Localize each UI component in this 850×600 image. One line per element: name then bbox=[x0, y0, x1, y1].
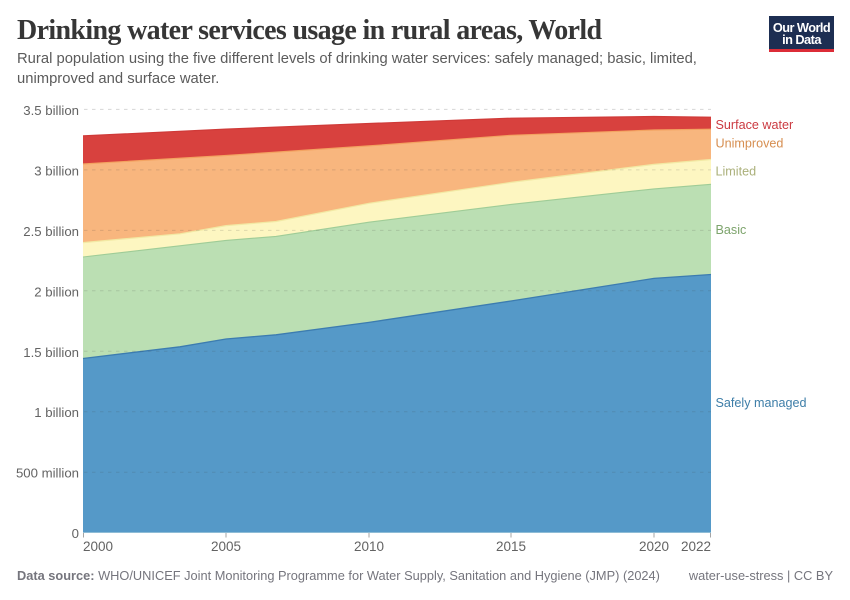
svg-text:Unimproved: Unimproved bbox=[716, 137, 784, 151]
svg-text:1.5 billion: 1.5 billion bbox=[23, 345, 79, 360]
svg-text:2020: 2020 bbox=[639, 539, 669, 554]
svg-text:2010: 2010 bbox=[354, 539, 384, 554]
svg-text:Basic: Basic bbox=[716, 223, 747, 237]
svg-text:Safely managed: Safely managed bbox=[716, 396, 807, 410]
svg-text:2 billion: 2 billion bbox=[34, 284, 79, 299]
svg-text:2.5 billion: 2.5 billion bbox=[23, 224, 79, 239]
svg-text:0: 0 bbox=[72, 526, 79, 541]
svg-text:500 million: 500 million bbox=[16, 466, 79, 481]
svg-text:3 billion: 3 billion bbox=[34, 163, 79, 178]
svg-text:3.5 billion: 3.5 billion bbox=[23, 103, 79, 118]
svg-text:2005: 2005 bbox=[211, 539, 241, 554]
svg-text:Surface water: Surface water bbox=[716, 118, 794, 132]
svg-text:2000: 2000 bbox=[83, 539, 113, 554]
svg-text:1 billion: 1 billion bbox=[34, 405, 79, 420]
svg-text:Limited: Limited bbox=[716, 164, 757, 178]
svg-text:2022: 2022 bbox=[681, 539, 711, 554]
svg-text:2015: 2015 bbox=[496, 539, 526, 554]
